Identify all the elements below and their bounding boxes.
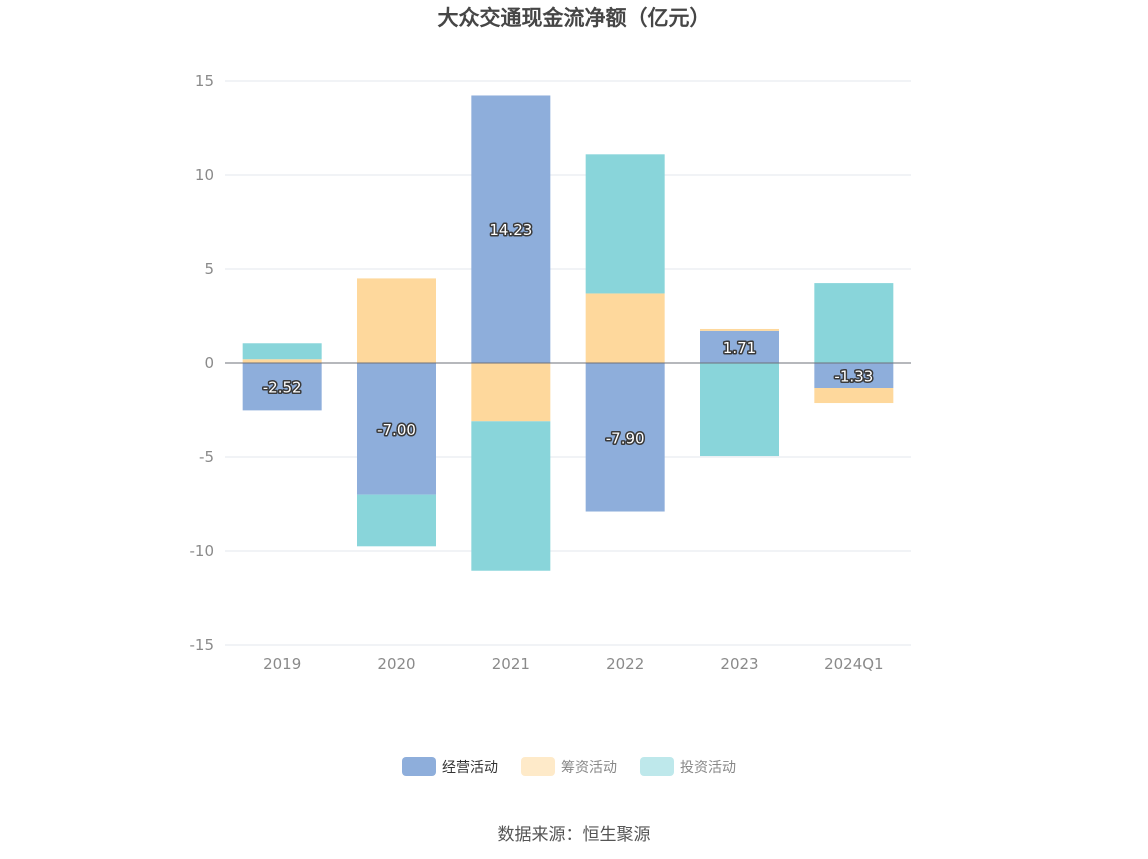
data-label: -2.52: [263, 379, 302, 397]
legend-swatch: [640, 757, 674, 776]
bar-2-2021: [471, 421, 551, 571]
bar-2-2024Q1: [814, 283, 894, 363]
bar-1-2020: [357, 278, 436, 363]
bar-0-2019: [242, 363, 322, 411]
x-tick-label: 2022: [606, 655, 644, 673]
bar-0-2024Q1: [814, 363, 894, 389]
legend-swatch: [402, 757, 436, 776]
y-tick-label: -15: [190, 636, 215, 654]
legend-label: 筹资活动: [561, 759, 617, 776]
bar-0-2023: [700, 330, 779, 363]
x-tick-label: 2021: [492, 655, 530, 673]
legend-label: 经营活动: [442, 760, 498, 776]
bar-1-2019: [242, 359, 322, 363]
bar-0-2022: [585, 363, 665, 512]
bar-2-2023: [700, 363, 779, 457]
x-axis: 2019 2020 2021 2022 2023 2024Q1: [263, 655, 884, 673]
bar-0-2021: [471, 95, 551, 363]
bar-1-2023: [700, 328, 779, 331]
x-tick-label: 2023: [720, 655, 758, 673]
bar-1-2021: [471, 363, 551, 422]
bar-2-2020: [357, 494, 436, 547]
y-tick-label: -5: [199, 448, 214, 466]
bar-0-2020: [357, 363, 436, 495]
data-label: -7.90: [606, 429, 645, 447]
chart-title: 大众交通现金流净额（亿元）: [438, 6, 711, 30]
legend-item[interactable]: 投资活动: [640, 757, 736, 776]
bar-2-2022: [585, 154, 665, 294]
bars: [242, 95, 894, 571]
x-tick-label: 2019: [263, 655, 301, 673]
legend-item[interactable]: 经营活动: [402, 757, 498, 776]
legend-swatch: [521, 757, 555, 776]
data-label: 1.71: [723, 339, 756, 357]
legend: 经营活动 筹资活动 投资活动: [402, 757, 736, 776]
data-label: 14.23: [489, 221, 532, 239]
source-note: 数据来源：恒生聚源: [498, 825, 651, 845]
x-tick-label: 2020: [377, 655, 415, 673]
y-tick-label: 15: [195, 72, 214, 90]
data-label: -7.00: [377, 421, 416, 439]
bar-1-2024Q1: [814, 388, 894, 404]
y-tick-label: 10: [195, 166, 214, 184]
y-tick-label: -10: [190, 542, 215, 560]
data-label: -1.33: [834, 368, 873, 386]
x-tick-label: 2024Q1: [824, 655, 884, 673]
bar-2-2019: [242, 343, 322, 360]
bar-1-2022: [585, 293, 665, 363]
y-tick-label: 5: [204, 260, 214, 278]
legend-item[interactable]: 筹资活动: [521, 757, 617, 776]
y-tick-label: 0: [204, 354, 214, 372]
legend-label: 投资活动: [680, 760, 736, 776]
y-axis: 15 10 5 0 -5 -10 -15: [190, 72, 215, 654]
data-labels: -2.52 -7.00 14.23 -7.90 1.71 -1.33: [261, 220, 874, 449]
